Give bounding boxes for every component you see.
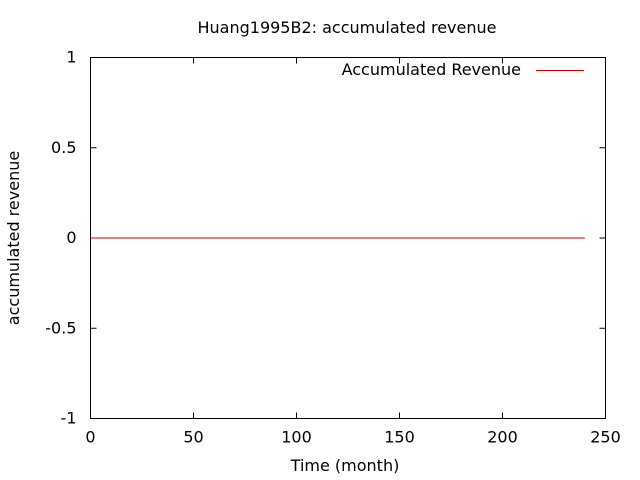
x-tick-label: 100	[281, 428, 312, 447]
x-tick-label: 50	[183, 428, 203, 447]
x-tick-label: 250	[590, 428, 621, 447]
x-tick-label: 0	[85, 428, 95, 447]
chart-title: Huang1995B2: accumulated revenue	[197, 18, 496, 37]
y-tick-label: -1	[61, 409, 77, 428]
y-axis-label: accumulated revenue	[4, 151, 23, 325]
y-tick-label: -0.5	[45, 318, 76, 337]
y-axis: 1 0.5 0 -0.5 -1	[45, 48, 606, 428]
y-tick-label: 0.5	[51, 138, 76, 157]
x-tick-label: 150	[384, 428, 415, 447]
x-tick-label: 200	[487, 428, 518, 447]
legend-label: Accumulated Revenue	[342, 60, 521, 79]
y-tick-label: 1	[66, 48, 76, 67]
legend: Accumulated Revenue	[342, 60, 584, 79]
x-axis-label: Time (month)	[290, 456, 400, 475]
x-axis: 0 50 100 150 200 250	[85, 57, 621, 447]
y-tick-label: 0	[66, 228, 76, 247]
